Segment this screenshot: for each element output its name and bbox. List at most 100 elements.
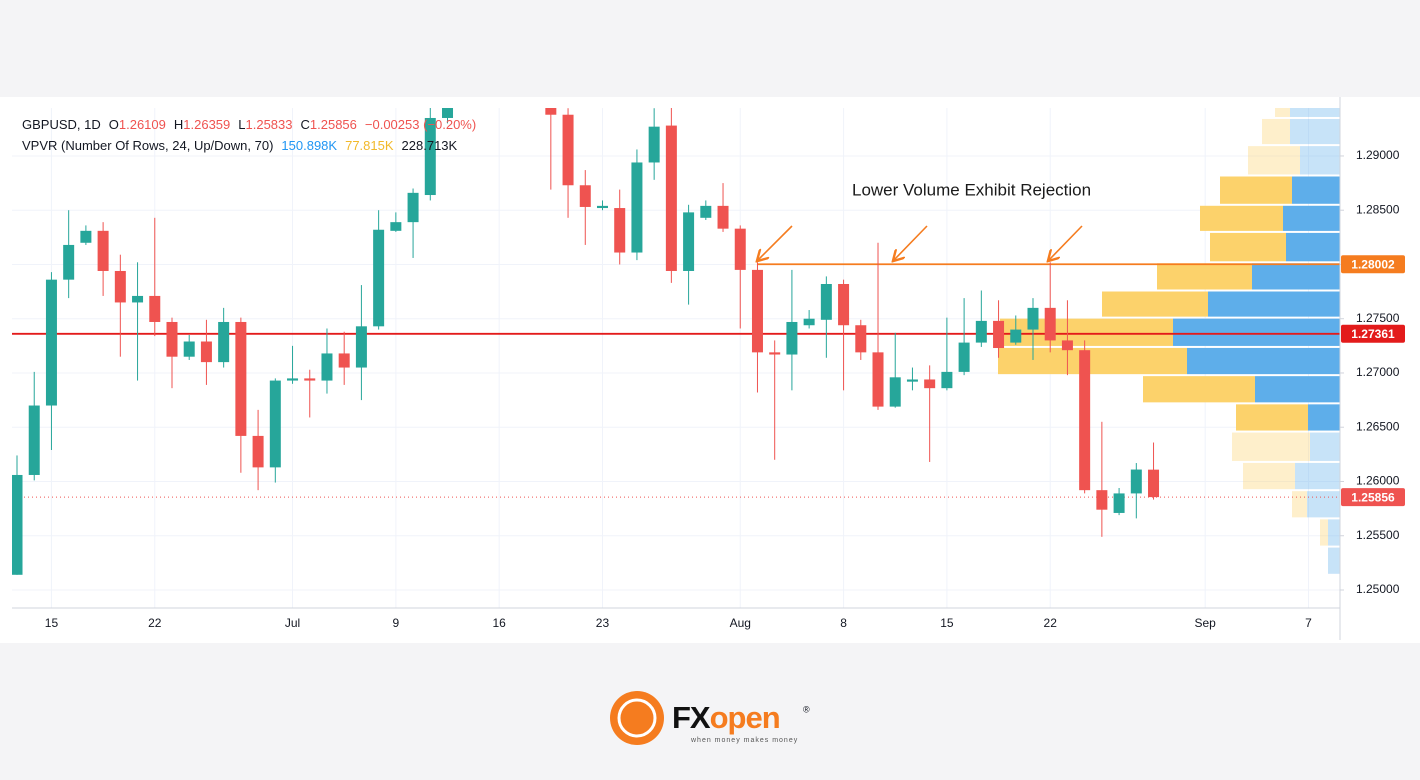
profile-down-bar — [1232, 432, 1310, 461]
o-value: 1.26109 — [119, 117, 166, 132]
profile-up-bar — [1187, 347, 1340, 375]
price-tag — [1341, 324, 1405, 343]
candle-body — [958, 342, 970, 372]
logo-icon-ring — [617, 698, 657, 738]
brand: FXopen — [672, 700, 780, 735]
x-tick-label: 8 — [840, 616, 847, 630]
x-tick-label: Jul — [285, 616, 300, 630]
candle-body — [1010, 329, 1022, 343]
tagline: when money makes money — [690, 737, 798, 744]
candle-body — [941, 371, 953, 389]
candle-body — [1096, 490, 1108, 510]
x-tick-label: 9 — [393, 616, 400, 630]
chart-header: GBPUSD, 1D O1.26109 H1.26359 L1.25833 C1.258… — [22, 117, 476, 132]
c-value: 1.25856 — [310, 117, 357, 132]
profile-up-bar — [1290, 118, 1340, 145]
symbol: GBPUSD, 1D — [22, 117, 101, 132]
arrow — [894, 225, 928, 260]
x-tick-label: Aug — [730, 616, 751, 630]
candle-body — [218, 321, 230, 363]
profile-down-bar — [1220, 176, 1292, 204]
price-tag-label: 1.27361 — [1351, 327, 1395, 341]
y-tick-label: 1.27500 — [1356, 311, 1400, 325]
candle-body — [683, 212, 695, 271]
profile-up-bar — [1300, 146, 1340, 175]
candle-body — [786, 321, 798, 355]
c-label: C — [301, 117, 310, 132]
candle-body — [596, 205, 608, 209]
arrow — [1049, 225, 1083, 260]
up-total: 150.898K — [281, 138, 337, 153]
candle-body — [769, 352, 781, 355]
candle-body — [407, 192, 419, 223]
candle-body — [45, 279, 57, 406]
profile-down-bar — [1143, 376, 1255, 403]
profile-down-bar — [1157, 263, 1252, 290]
candle-body — [390, 222, 402, 231]
candle-body — [338, 353, 350, 368]
x-tick-label: 7 — [1305, 616, 1312, 630]
candle-body — [1113, 493, 1125, 513]
y-tick-label: 1.26500 — [1356, 419, 1400, 433]
candle-body — [665, 125, 677, 271]
annotation: Lower Volume Exhibit Rejection — [852, 180, 1091, 199]
candle-body — [373, 229, 385, 327]
candle-body — [889, 377, 901, 407]
candle-body — [751, 269, 763, 353]
arrow — [758, 225, 793, 260]
candle-body — [820, 283, 832, 320]
change: −0.00253 (−0.20%) — [365, 117, 476, 132]
candle-body — [304, 378, 316, 381]
candle-body — [1027, 307, 1039, 330]
indicator-name: VPVR (Number Of Rows, 24, Up/Down, 70) — [22, 138, 273, 153]
profile-up-bar — [1255, 376, 1340, 403]
logo: FXopen ® when money makes money — [610, 691, 810, 745]
price-tag-label: 1.25856 — [1351, 490, 1395, 504]
x-tick-label: 16 — [492, 616, 506, 630]
profile-up-bar — [1295, 462, 1340, 490]
candle-body — [579, 185, 591, 207]
candle-body — [993, 320, 1005, 349]
profile-down-bar — [1000, 318, 1173, 346]
candle-body — [80, 230, 92, 243]
profile-down-bar — [1102, 291, 1208, 317]
total: 228.713K — [402, 138, 458, 153]
candle-body — [28, 405, 40, 475]
candle-body — [252, 435, 264, 468]
x-tick-label: 15 — [45, 616, 59, 630]
candle-body — [1130, 469, 1142, 494]
candle-body — [734, 228, 746, 270]
profile-down-bar — [1292, 491, 1307, 518]
x-tick-label: Sep — [1195, 616, 1217, 630]
profile-down-bar — [1236, 404, 1308, 431]
axes: 1.25000 1.25500 1.26000 1.26500 1.27000 1.275… — [45, 148, 1405, 630]
candle-body — [614, 208, 626, 253]
profile-up-bar — [1208, 291, 1340, 317]
candle-body — [803, 318, 815, 326]
y-tick-label: 1.26000 — [1356, 474, 1400, 488]
candle-body — [287, 378, 299, 381]
profile-up-bar — [1173, 318, 1340, 346]
candle-body — [717, 205, 729, 229]
candle-body — [424, 117, 436, 196]
candle-body — [906, 379, 918, 382]
profile-up-bar — [1290, 108, 1340, 117]
arrows — [758, 225, 1083, 260]
candle-body — [975, 320, 987, 343]
candle-body — [355, 326, 367, 368]
candle-body — [149, 295, 161, 322]
candle-body — [648, 126, 660, 163]
candle-body — [166, 321, 178, 357]
down-total: 77.815K — [345, 138, 394, 153]
profile-up-bar — [1328, 519, 1340, 546]
price-tag-label: 1.28002 — [1351, 257, 1395, 271]
candle-body — [114, 270, 126, 303]
candle-body — [63, 244, 75, 280]
y-tick-label: 1.25500 — [1356, 528, 1400, 542]
candle-body — [200, 341, 212, 363]
plot-area — [12, 108, 1340, 575]
profile-down-bar — [1248, 146, 1300, 175]
brand-open: open — [710, 700, 780, 735]
